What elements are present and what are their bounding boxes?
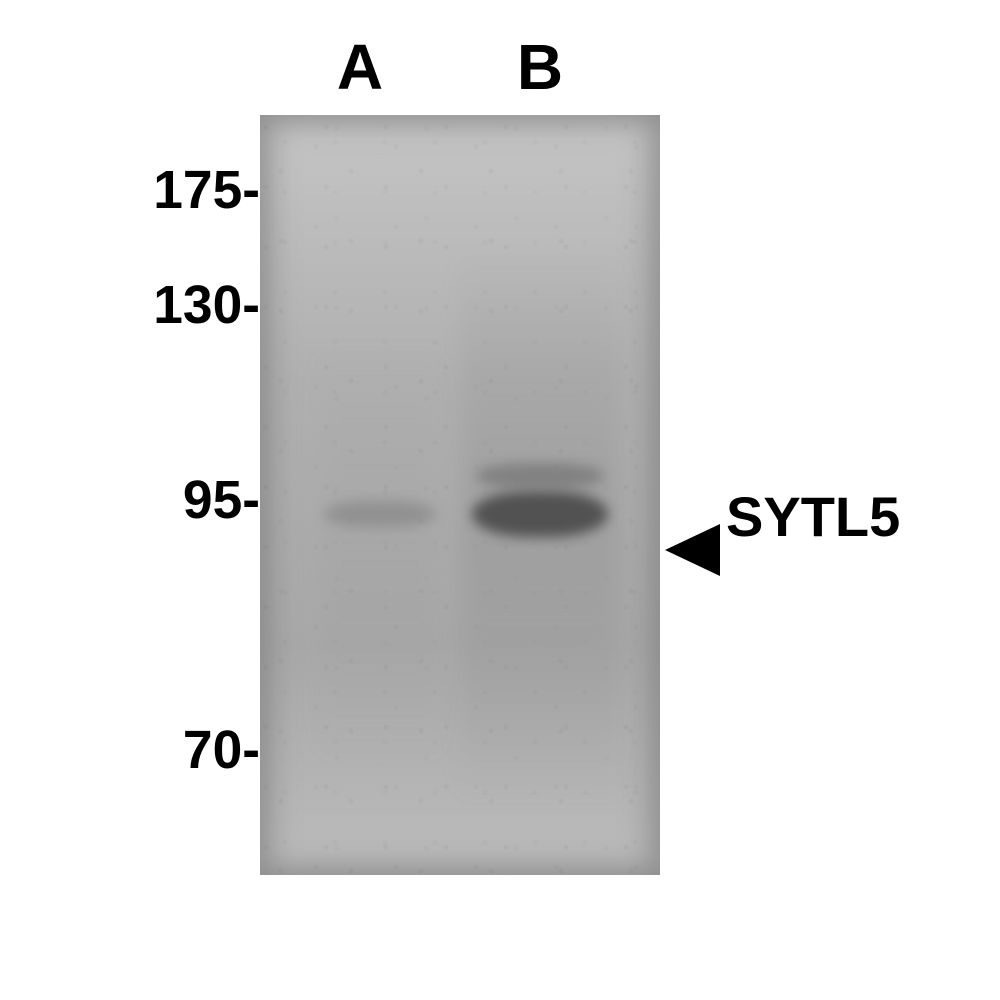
lane-smear: [320, 343, 440, 761]
blot-membrane: [260, 115, 660, 875]
mw-marker-label: 95-: [60, 470, 260, 531]
western-blot-figure: A B 175- 130- 95- 70- SYTL5: [0, 0, 1000, 1000]
protein-name-label: SYTL5: [726, 484, 900, 549]
lane-label: B: [510, 30, 570, 104]
lane-label: A: [330, 30, 390, 104]
blot-band: [324, 501, 436, 528]
mw-marker-label: 130-: [60, 275, 260, 336]
protein-annotation: SYTL5: [665, 484, 900, 549]
blot-band: [472, 491, 608, 537]
blot-band: [476, 463, 604, 490]
arrow-left-icon: [665, 524, 720, 576]
mw-marker-label: 175-: [60, 160, 260, 221]
mw-marker-label: 70-: [60, 720, 260, 781]
